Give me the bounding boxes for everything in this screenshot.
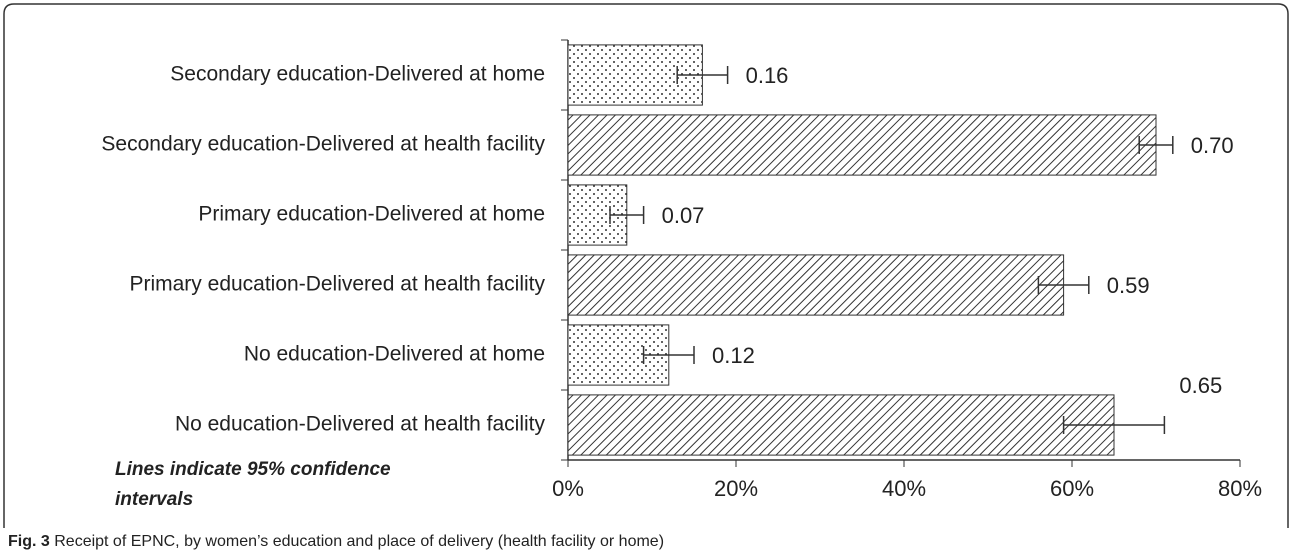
value-label: 0.16 (746, 63, 789, 88)
value-label: 0.07 (662, 203, 705, 228)
x-tick-label: 20% (714, 476, 758, 501)
category-label: No education-Delivered at health facilit… (175, 413, 546, 436)
error-bar (642, 346, 695, 364)
category-label: Secondary education-Delivered at home (170, 63, 545, 86)
error-bar (1037, 276, 1090, 294)
error-bar (676, 66, 729, 84)
value-label: 0.12 (712, 343, 755, 368)
category-label: Secondary education-Delivered at health … (101, 133, 545, 156)
caption-text: Receipt of EPNC, by women’s education an… (54, 533, 664, 550)
error-bar (1138, 136, 1174, 154)
caption-label: Fig. 3 (8, 533, 50, 550)
bar (567, 114, 1157, 176)
value-label: 0.59 (1107, 273, 1150, 298)
category-label: No education-Delivered at home (244, 343, 545, 366)
frame (3, 3, 1289, 528)
error-bar (609, 206, 645, 224)
x-tick-label: 40% (882, 476, 926, 501)
category-label: Primary education-Delivered at home (198, 203, 545, 226)
value-label: 0.70 (1191, 133, 1234, 158)
error-bar (1062, 416, 1166, 434)
bar (567, 254, 1065, 316)
value-label: 0.65 (1179, 373, 1222, 398)
x-tick-label: 60% (1050, 476, 1094, 501)
bar (567, 394, 1115, 456)
x-tick-label: 0% (552, 476, 584, 501)
category-label: Primary education-Delivered at health fa… (129, 273, 545, 296)
annotation: intervals (115, 489, 193, 510)
caption: Fig. 3 Receipt of EPNC, by women’s educa… (8, 533, 664, 550)
annotation: Lines indicate 95% confidence (115, 459, 391, 480)
x-tick-label: 80% (1218, 476, 1262, 501)
